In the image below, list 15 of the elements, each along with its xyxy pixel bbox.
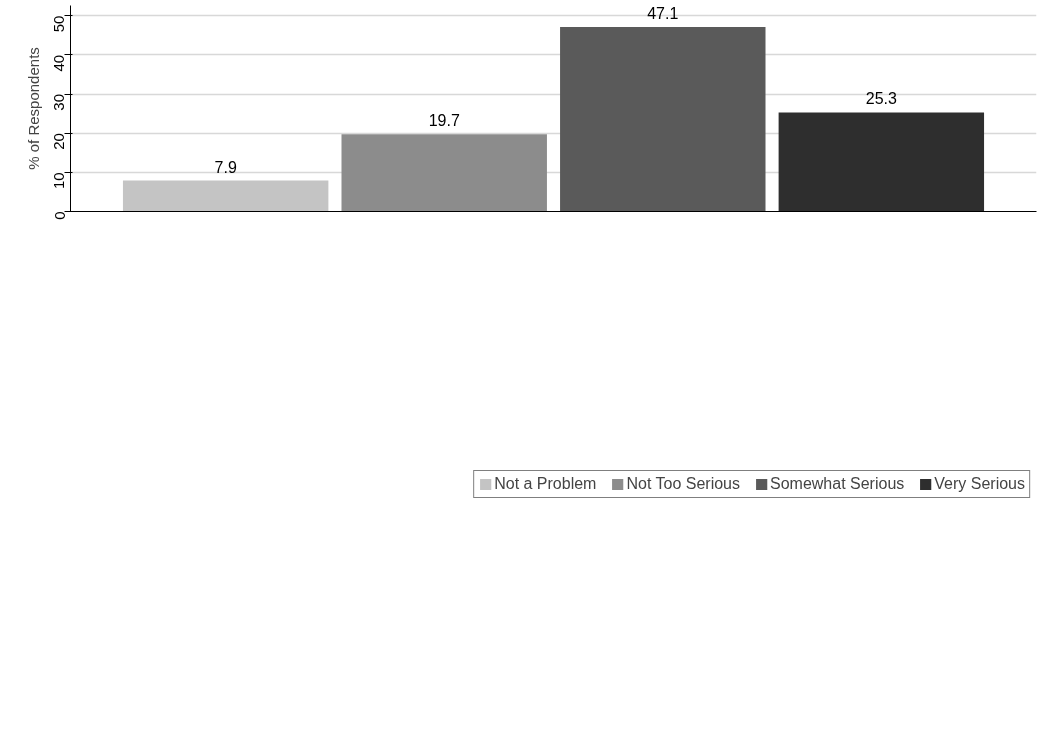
y-tick-label: 10 bbox=[50, 172, 68, 190]
data-label: 25.3 bbox=[865, 90, 898, 108]
y-tick-label: 40 bbox=[50, 54, 68, 72]
legend-label: Not a Problem bbox=[494, 475, 597, 493]
y-tick-label: 30 bbox=[50, 94, 68, 111]
y-tick-label: 0 bbox=[50, 211, 68, 220]
legend-label: Somewhat Serious bbox=[769, 475, 905, 493]
y-axis-title: % of Respondents bbox=[24, 47, 42, 170]
legend-label: Not Too Serious bbox=[626, 475, 740, 493]
data-label: 19.7 bbox=[428, 112, 460, 130]
y-tick-label: 20 bbox=[50, 133, 68, 150]
y-tick-label: 50 bbox=[50, 15, 68, 33]
data-label: 47.1 bbox=[647, 5, 679, 23]
legend-label: Very Serious bbox=[934, 475, 1025, 493]
data-label: 7.9 bbox=[214, 158, 237, 176]
